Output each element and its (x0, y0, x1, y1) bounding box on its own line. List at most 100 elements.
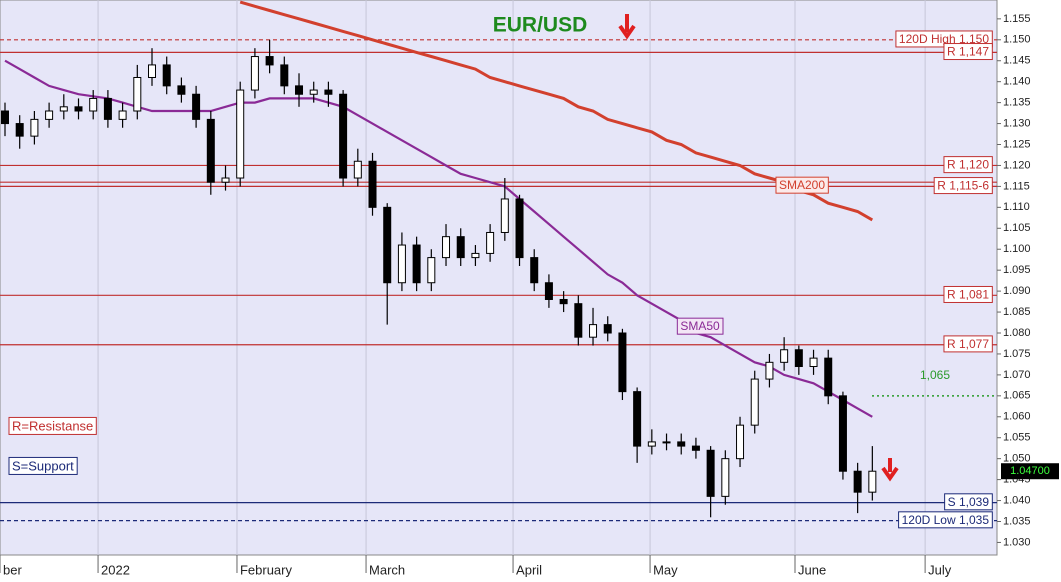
y-tick-label: 1.035 (1003, 515, 1031, 527)
candle-body (838, 395, 847, 472)
candle-body (486, 231, 495, 254)
level-label-box (943, 43, 993, 61)
candle-body (206, 118, 215, 183)
legend-note: R=Resistanse (12, 418, 93, 433)
candle-body (662, 441, 671, 444)
y-tick-label: 1.115 (1003, 180, 1030, 192)
y-tick-label: 1.030 (1003, 536, 1031, 548)
candle-body (353, 160, 362, 179)
grid (0, 0, 1001, 573)
level-label: 120D High 1,150 (899, 32, 989, 46)
candle-body (89, 97, 98, 112)
candle-body (853, 470, 862, 493)
candle-body (809, 357, 818, 368)
sma-label-box (676, 317, 724, 335)
level-label: R 1,081 (947, 287, 989, 301)
y-tick-label: 1.070 (1003, 369, 1031, 381)
last-price-label: 1.04700 (1010, 465, 1050, 477)
candle-body (368, 160, 377, 208)
target-label: 1,065 (920, 368, 950, 382)
candle-body (74, 106, 83, 112)
level-label: 120D Low 1,035 (902, 513, 990, 527)
sma-label: SMA200 (779, 178, 825, 192)
candle-body (559, 298, 568, 305)
x-tick-label: February (240, 562, 293, 577)
candle-body (221, 177, 230, 183)
candle-body (295, 85, 304, 95)
y-tick-label: 1.085 (1003, 306, 1031, 318)
candle-body (118, 110, 127, 120)
candle-body (442, 236, 451, 259)
y-tick-label: 1.100 (1003, 243, 1031, 255)
y-tick-label: 1.130 (1003, 117, 1031, 129)
sma-line (4, 59, 873, 418)
y-tick-label: 1.090 (1003, 285, 1031, 297)
candle-body (691, 445, 700, 451)
candle-body (824, 357, 833, 397)
y-tick-label: 1.065 (1003, 390, 1031, 402)
candle-body (15, 123, 24, 137)
x-tick-label: April (516, 562, 542, 577)
candle-body (59, 106, 68, 112)
candle-body (45, 110, 54, 120)
y-tick-label: 1.105 (1003, 222, 1031, 234)
legend-note-box (8, 416, 97, 435)
last-price-box (1001, 463, 1059, 480)
candle-body (236, 89, 245, 179)
level-label-box (943, 335, 993, 353)
candle-body (103, 97, 112, 120)
y-tick-label: 1.040 (1003, 494, 1031, 506)
y-tick-label: 1.135 (1003, 97, 1031, 109)
candle-body (500, 198, 509, 233)
candle-body (721, 458, 730, 497)
candle-body (618, 332, 627, 393)
candle-body (780, 349, 789, 363)
candle-body (324, 89, 333, 95)
candle-body (309, 89, 318, 95)
candle-body (736, 424, 745, 460)
y-tick-label: 1.140 (1003, 76, 1031, 88)
y-tick-label: 1.125 (1003, 138, 1031, 150)
candle-body (250, 56, 259, 91)
y-tick-label: 1.050 (1003, 453, 1031, 465)
level-label-box (898, 511, 993, 529)
x-tick-label: March (369, 562, 405, 577)
level-label-box (943, 285, 993, 303)
level-label: R 1,115-6 (937, 179, 989, 193)
y-tick-label: 1.095 (1003, 264, 1031, 276)
sma-label-box (775, 176, 829, 194)
moving-averages (4, 0, 874, 418)
x-tick-label: ber (3, 562, 22, 577)
level-label: R 1,077 (947, 337, 989, 351)
level-label-box (944, 493, 993, 511)
candle-body (339, 93, 348, 179)
x-tick-label: May (653, 562, 678, 577)
y-tick-label: 1.080 (1003, 327, 1031, 339)
x-tick-label: July (928, 562, 952, 577)
candle-body (456, 236, 465, 259)
y-tick-label: 1.145 (1003, 55, 1031, 67)
legend-note: S=Support (12, 458, 74, 473)
y-tick-label: 1.150 (1003, 34, 1031, 46)
x-tick-label: 2022 (101, 562, 130, 577)
candle-body (265, 56, 274, 66)
y-tick-label: 1.075 (1003, 348, 1031, 360)
sma-label: SMA50 (680, 319, 720, 333)
level-label: R 1,147 (947, 45, 989, 59)
candle-body (515, 198, 524, 259)
y-tick-label: 1.155 (1003, 13, 1031, 25)
candle-body (383, 206, 392, 284)
candle-body (765, 361, 774, 380)
candle-body (868, 470, 877, 493)
candle-body (412, 244, 421, 284)
y-tick-label: 1.055 (1003, 432, 1031, 444)
candle-body (750, 378, 759, 426)
candle-body (530, 257, 539, 284)
candle-body (30, 118, 39, 137)
levels (0, 39, 997, 522)
candle-body (794, 349, 803, 368)
level-label-box (933, 177, 993, 195)
candle-body (133, 76, 142, 112)
y-tick-label: 1.110 (1003, 201, 1030, 213)
